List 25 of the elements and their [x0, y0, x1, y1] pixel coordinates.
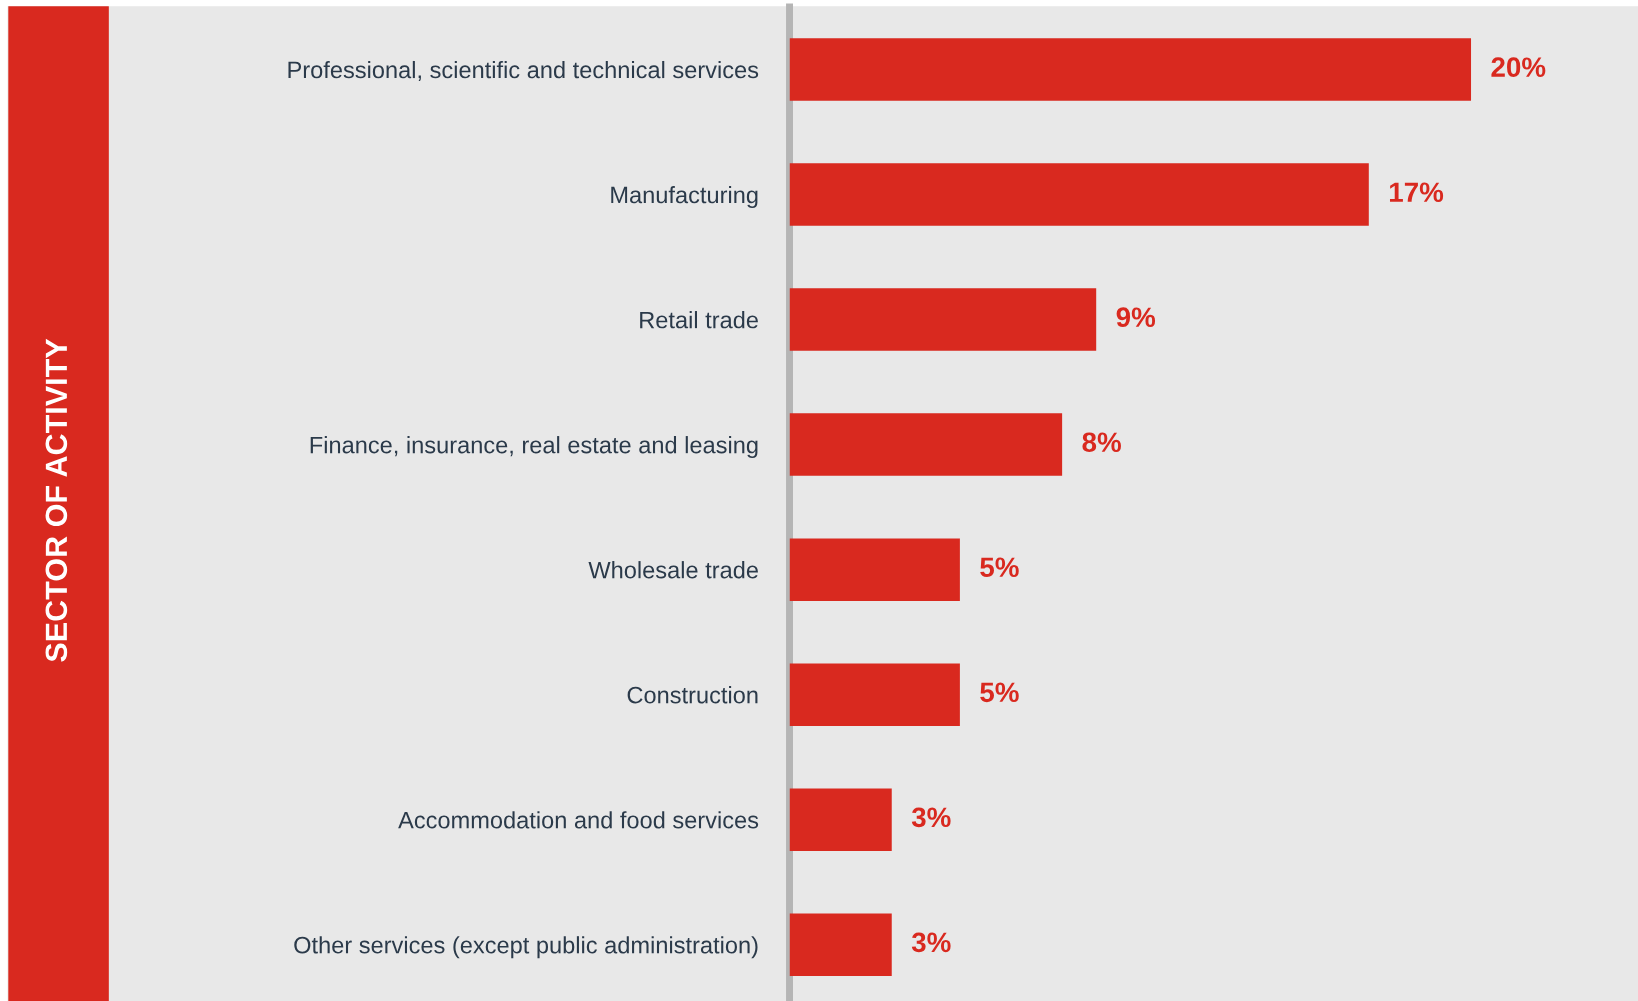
data-label: 20%	[1491, 57, 1546, 77]
bar	[789, 663, 960, 726]
y-tick-label: Professional, scientific and technical services	[288, 60, 759, 82]
text: SECTOR OF ACTIVITY	[45, 338, 68, 662]
bar	[789, 788, 892, 851]
data-label: 8%	[1082, 432, 1121, 453]
bar	[789, 38, 1472, 101]
y-tick-label: Retail trade	[640, 311, 758, 329]
y-tick-label: Finance, insurance, real estate and leasing	[310, 436, 758, 459]
bar	[789, 538, 960, 601]
bar	[789, 913, 892, 976]
bar	[789, 413, 1063, 476]
data-label: 17%	[1390, 182, 1444, 202]
y-tick-label: Manufacturing	[611, 186, 758, 209]
bar	[789, 288, 1097, 351]
y-tick-label: Accommodation and food services	[398, 811, 759, 829]
y-tick-label: Construction	[627, 686, 758, 704]
data-label: 5%	[980, 557, 1019, 578]
data-label: 3%	[911, 932, 951, 953]
y-tick-label: Other services (except public administration)	[294, 936, 758, 959]
data-label: 3%	[911, 807, 951, 828]
bar	[789, 163, 1369, 226]
data-label: 9%	[1116, 307, 1156, 328]
data-label: 5%	[980, 682, 1019, 703]
y-tick-label: Wholesale trade	[588, 561, 758, 579]
